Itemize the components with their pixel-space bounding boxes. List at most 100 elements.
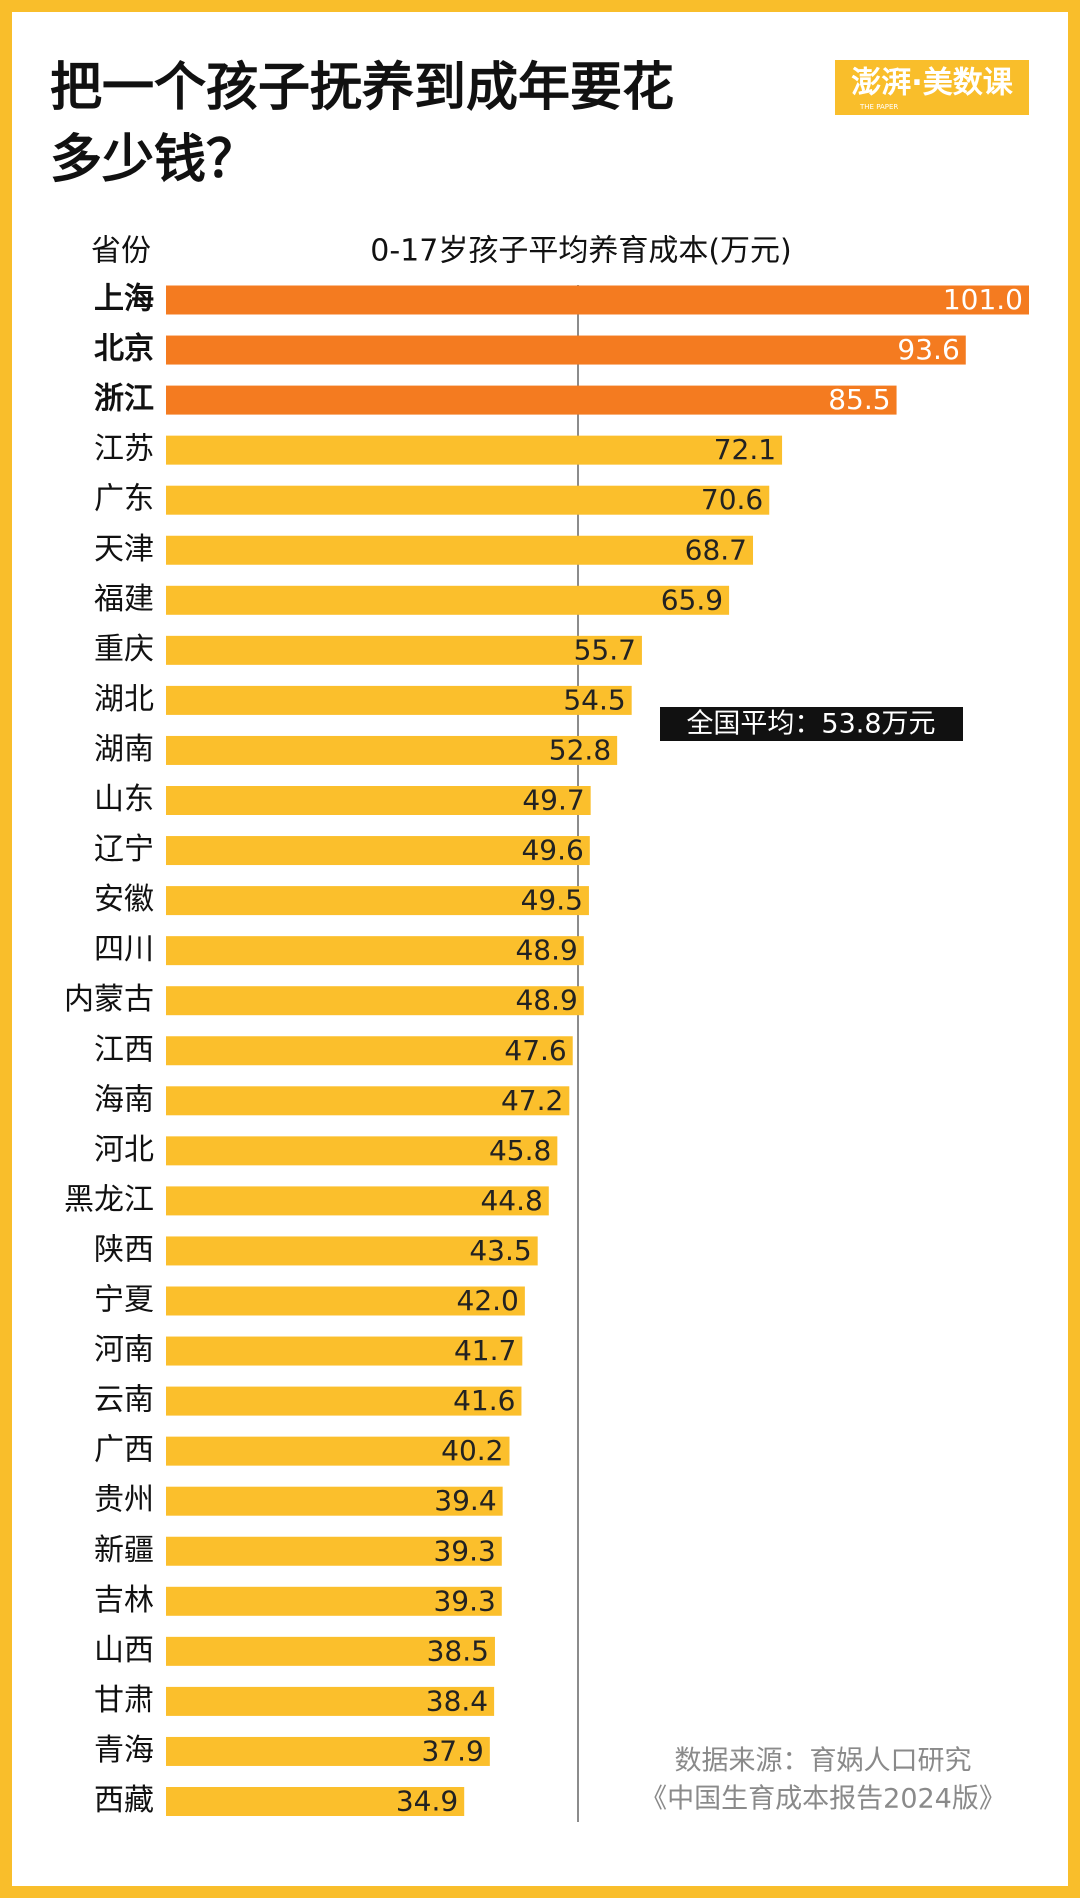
value-label: 48.9 xyxy=(515,934,577,967)
category-label: 广西 xyxy=(94,1433,154,1468)
category-label: 湖南 xyxy=(94,732,154,767)
category-label: 北京 xyxy=(94,332,154,367)
category-label: 辽宁 xyxy=(94,832,154,867)
category-label: 吉林 xyxy=(94,1583,154,1618)
bar xyxy=(166,1536,502,1566)
value-label: 38.4 xyxy=(426,1684,488,1717)
value-label: 68.7 xyxy=(685,533,747,566)
bar xyxy=(166,285,1029,315)
category-label: 安徽 xyxy=(94,882,154,917)
bar xyxy=(166,986,584,1016)
category-label: 青海 xyxy=(94,1733,154,1768)
category-label: 河北 xyxy=(94,1132,154,1167)
value-label: 38.5 xyxy=(427,1634,489,1667)
value-label: 44.8 xyxy=(480,1184,542,1217)
category-label: 海南 xyxy=(94,1082,154,1117)
value-label: 101.0 xyxy=(943,283,1023,316)
bar xyxy=(166,1436,510,1466)
category-label: 江苏 xyxy=(94,432,154,467)
bar xyxy=(166,1386,522,1416)
chart-title: 把一个孩子抚养到成年要花 xyxy=(50,58,674,118)
category-label: 贵州 xyxy=(94,1483,154,1518)
bar xyxy=(166,685,632,715)
category-label: 上海 xyxy=(94,282,154,317)
bar xyxy=(166,836,590,866)
bar xyxy=(166,1036,573,1066)
bar xyxy=(166,1186,549,1216)
value-header: 0-17岁孩子平均养育成本(万元) xyxy=(370,234,792,269)
category-label: 陕西 xyxy=(94,1232,154,1267)
bar xyxy=(166,1136,558,1166)
category-label: 甘肃 xyxy=(94,1683,154,1718)
bar xyxy=(166,535,754,565)
source: 数据来源：育娲人口研究 xyxy=(675,1746,972,1777)
chart-title: 多少钱？ xyxy=(50,130,258,190)
value-label: 39.4 xyxy=(434,1484,496,1517)
value-label: 47.2 xyxy=(501,1084,563,1117)
category-label: 新疆 xyxy=(94,1533,154,1568)
category-label: 天津 xyxy=(94,532,154,567)
category-label: 重庆 xyxy=(94,632,154,667)
value-label: 49.5 xyxy=(521,884,583,917)
category-label: 山东 xyxy=(94,782,154,817)
value-label: 93.6 xyxy=(897,333,959,366)
bar xyxy=(166,1686,495,1716)
bar xyxy=(166,635,642,665)
value-label: 34.9 xyxy=(396,1785,458,1818)
bar xyxy=(166,585,730,615)
category-label: 山西 xyxy=(94,1633,154,1668)
category-label: 云南 xyxy=(94,1383,154,1418)
bar xyxy=(166,1486,503,1516)
value-label: 41.6 xyxy=(453,1384,515,1417)
bar xyxy=(166,435,783,465)
value-label: 45.8 xyxy=(489,1134,551,1167)
bar xyxy=(166,1586,502,1616)
category-label: 福建 xyxy=(94,582,154,617)
bar xyxy=(166,1787,465,1816)
value-label: 52.8 xyxy=(549,733,611,766)
category-label: 河南 xyxy=(94,1333,154,1368)
bar xyxy=(166,735,618,765)
bar xyxy=(166,1086,570,1116)
category-label: 江西 xyxy=(94,1032,154,1067)
logo: 澎湃·美数课 xyxy=(851,66,1013,101)
value-label: 47.6 xyxy=(504,1034,566,1067)
bar xyxy=(166,385,897,415)
category-label: 广东 xyxy=(94,482,154,517)
value-label: 42.0 xyxy=(457,1284,519,1317)
category-label: 内蒙古 xyxy=(64,982,154,1017)
bar xyxy=(166,936,584,966)
category-label: 西藏 xyxy=(94,1783,154,1818)
value-label: 39.3 xyxy=(433,1584,495,1617)
bar xyxy=(166,1636,495,1666)
bar xyxy=(166,886,589,916)
value-label: 85.5 xyxy=(828,383,890,416)
bar xyxy=(166,1236,538,1266)
bar xyxy=(166,1736,490,1766)
value-label: 54.5 xyxy=(563,683,625,716)
bar xyxy=(166,485,770,515)
value-label: 49.6 xyxy=(521,834,583,867)
value-label: 40.2 xyxy=(441,1434,503,1467)
category-label: 浙江 xyxy=(94,382,154,417)
value-label: 43.5 xyxy=(469,1234,531,1267)
annotation-box xyxy=(660,707,963,741)
logo-sub: THE PAPER xyxy=(859,103,898,111)
category-label: 宁夏 xyxy=(94,1283,154,1318)
bar xyxy=(166,786,591,815)
category-header: 省份 xyxy=(91,234,151,269)
value-label: 37.9 xyxy=(421,1734,483,1767)
source: 《中国生育成本报告2024版》 xyxy=(640,1784,1006,1815)
category-label: 黑龙江 xyxy=(64,1182,154,1217)
value-label: 49.7 xyxy=(522,784,584,817)
value-label: 48.9 xyxy=(515,984,577,1017)
category-label: 四川 xyxy=(94,932,154,967)
value-label: 65.9 xyxy=(661,583,723,616)
annotation: 全国平均：53.8万元 xyxy=(686,709,935,740)
value-label: 55.7 xyxy=(574,633,636,666)
bar xyxy=(166,1286,525,1316)
value-label: 70.6 xyxy=(701,483,763,516)
value-label: 72.1 xyxy=(714,433,776,466)
value-label: 41.7 xyxy=(454,1334,516,1367)
